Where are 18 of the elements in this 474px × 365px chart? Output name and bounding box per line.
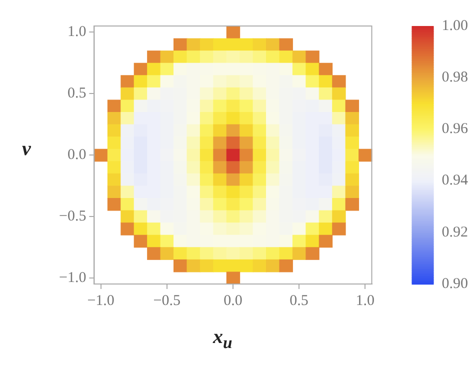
- y-tick-label: 1.0: [67, 24, 86, 40]
- x-tick-label: −1.0: [87, 292, 114, 309]
- y-tick-label: 0.0: [67, 146, 86, 163]
- y-tick-label: −1.0: [58, 270, 86, 286]
- color-bar-label: 1.00: [442, 18, 468, 34]
- x-tick-label: 0.5: [290, 292, 308, 309]
- color-bar-label: 0.94: [442, 172, 468, 189]
- color-bar-label: 0.92: [442, 224, 468, 240]
- color-bar-label: 0.98: [442, 70, 468, 86]
- x-tick-label: 1.0: [356, 292, 375, 309]
- color-bar-label: 0.96: [442, 121, 468, 138]
- x-axis-title: x$_{u}$: [213, 326, 232, 353]
- x-tick-label: 0.0: [224, 292, 242, 309]
- color-bar-label: 0.90: [442, 276, 468, 292]
- y-tick-label: 0.5: [67, 86, 86, 102]
- y-tick-label: −0.5: [58, 208, 86, 224]
- x-tick-label: −0.5: [153, 292, 181, 309]
- y-axis-title: v: [22, 138, 31, 161]
